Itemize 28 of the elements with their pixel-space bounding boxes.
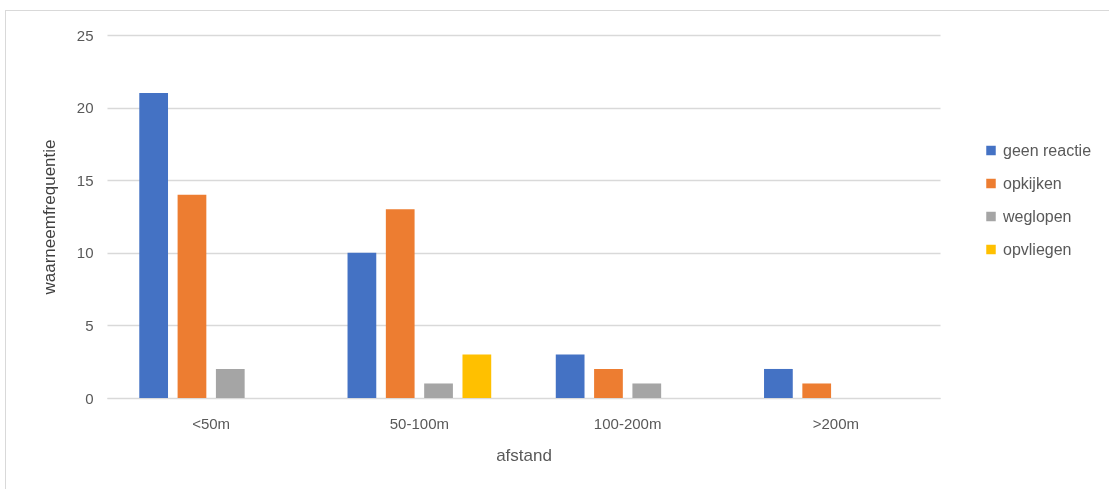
y-tick-label: 15	[76, 171, 94, 189]
bar	[385, 209, 415, 398]
bar	[764, 368, 793, 398]
bar	[632, 383, 662, 398]
legend-label: weglopen	[1002, 207, 1072, 225]
x-tick-label: 100-200m	[593, 414, 662, 432]
bar	[177, 194, 207, 398]
bar	[139, 93, 169, 398]
y-tick-label: 25	[76, 26, 94, 44]
y-tick-label: 10	[76, 244, 94, 262]
bar	[462, 354, 492, 398]
x-tick-label: 50-100m	[389, 414, 449, 432]
bar	[215, 368, 245, 398]
y-tick-label: 5	[85, 316, 94, 334]
bar	[347, 252, 377, 398]
x-tick-label: >200m	[812, 414, 860, 432]
legend-label: opvliegen	[1003, 240, 1072, 258]
bar	[594, 368, 623, 398]
y-axis-title: waarneemfrequentie	[39, 139, 59, 296]
y-tick-label: 20	[76, 99, 94, 117]
bar	[802, 383, 832, 398]
x-axis-title: afstand	[496, 445, 552, 465]
bar	[424, 383, 453, 398]
legend-label: geen reactie	[1003, 141, 1092, 159]
bar	[555, 354, 585, 398]
x-tick-label: <50m	[192, 414, 231, 432]
legend-label: opkijken	[1003, 174, 1062, 192]
y-tick-label: 0	[85, 389, 94, 407]
